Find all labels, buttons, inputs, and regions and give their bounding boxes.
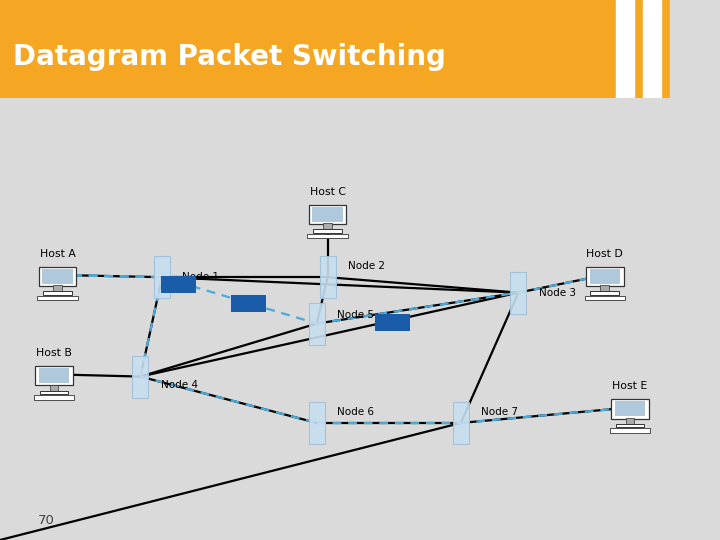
Bar	[39, 267, 76, 286]
Text: Host B: Host B	[36, 348, 72, 358]
Bar	[643, 0, 661, 98]
Bar	[453, 402, 469, 444]
Text: Node 6: Node 6	[337, 407, 374, 417]
Bar	[313, 230, 342, 233]
Bar	[43, 291, 72, 295]
Bar	[610, 428, 650, 433]
Bar	[37, 296, 78, 300]
Text: Node 3: Node 3	[539, 288, 575, 298]
Text: Datagram Packet Switching: Datagram Packet Switching	[13, 43, 446, 71]
Text: Node 1: Node 1	[182, 272, 219, 282]
Bar	[39, 368, 69, 383]
Bar	[309, 402, 325, 444]
Text: Node 7: Node 7	[481, 407, 518, 417]
Bar	[590, 291, 619, 295]
Bar	[611, 399, 649, 418]
Bar	[312, 207, 343, 222]
Text: Node 5: Node 5	[337, 310, 374, 320]
Bar	[132, 355, 148, 397]
Bar	[231, 295, 266, 312]
Text: Node 2: Node 2	[348, 261, 384, 271]
Bar	[35, 366, 73, 386]
Text: Node 4: Node 4	[161, 380, 197, 390]
Bar	[309, 302, 325, 345]
Bar	[626, 417, 634, 425]
Bar	[616, 424, 644, 427]
Text: Host E: Host E	[613, 381, 647, 391]
Bar	[670, 0, 720, 98]
Bar	[53, 285, 62, 292]
Bar	[320, 256, 336, 298]
Bar	[161, 276, 196, 293]
Bar	[375, 314, 410, 331]
Bar	[600, 285, 609, 292]
Bar	[510, 272, 526, 314]
Bar	[42, 269, 73, 284]
Bar	[40, 391, 68, 394]
Bar	[615, 401, 645, 416]
Bar	[616, 0, 634, 98]
Bar	[586, 267, 624, 286]
Text: Host D: Host D	[586, 248, 624, 259]
Bar	[34, 395, 74, 400]
Bar	[309, 205, 346, 224]
Bar	[50, 384, 58, 391]
Bar	[307, 234, 348, 238]
Bar	[585, 296, 625, 300]
Bar	[154, 256, 170, 298]
Text: Host C: Host C	[310, 187, 346, 197]
Text: 70: 70	[38, 514, 55, 526]
Text: Host A: Host A	[40, 248, 76, 259]
Bar	[590, 269, 620, 284]
Bar	[323, 223, 332, 231]
